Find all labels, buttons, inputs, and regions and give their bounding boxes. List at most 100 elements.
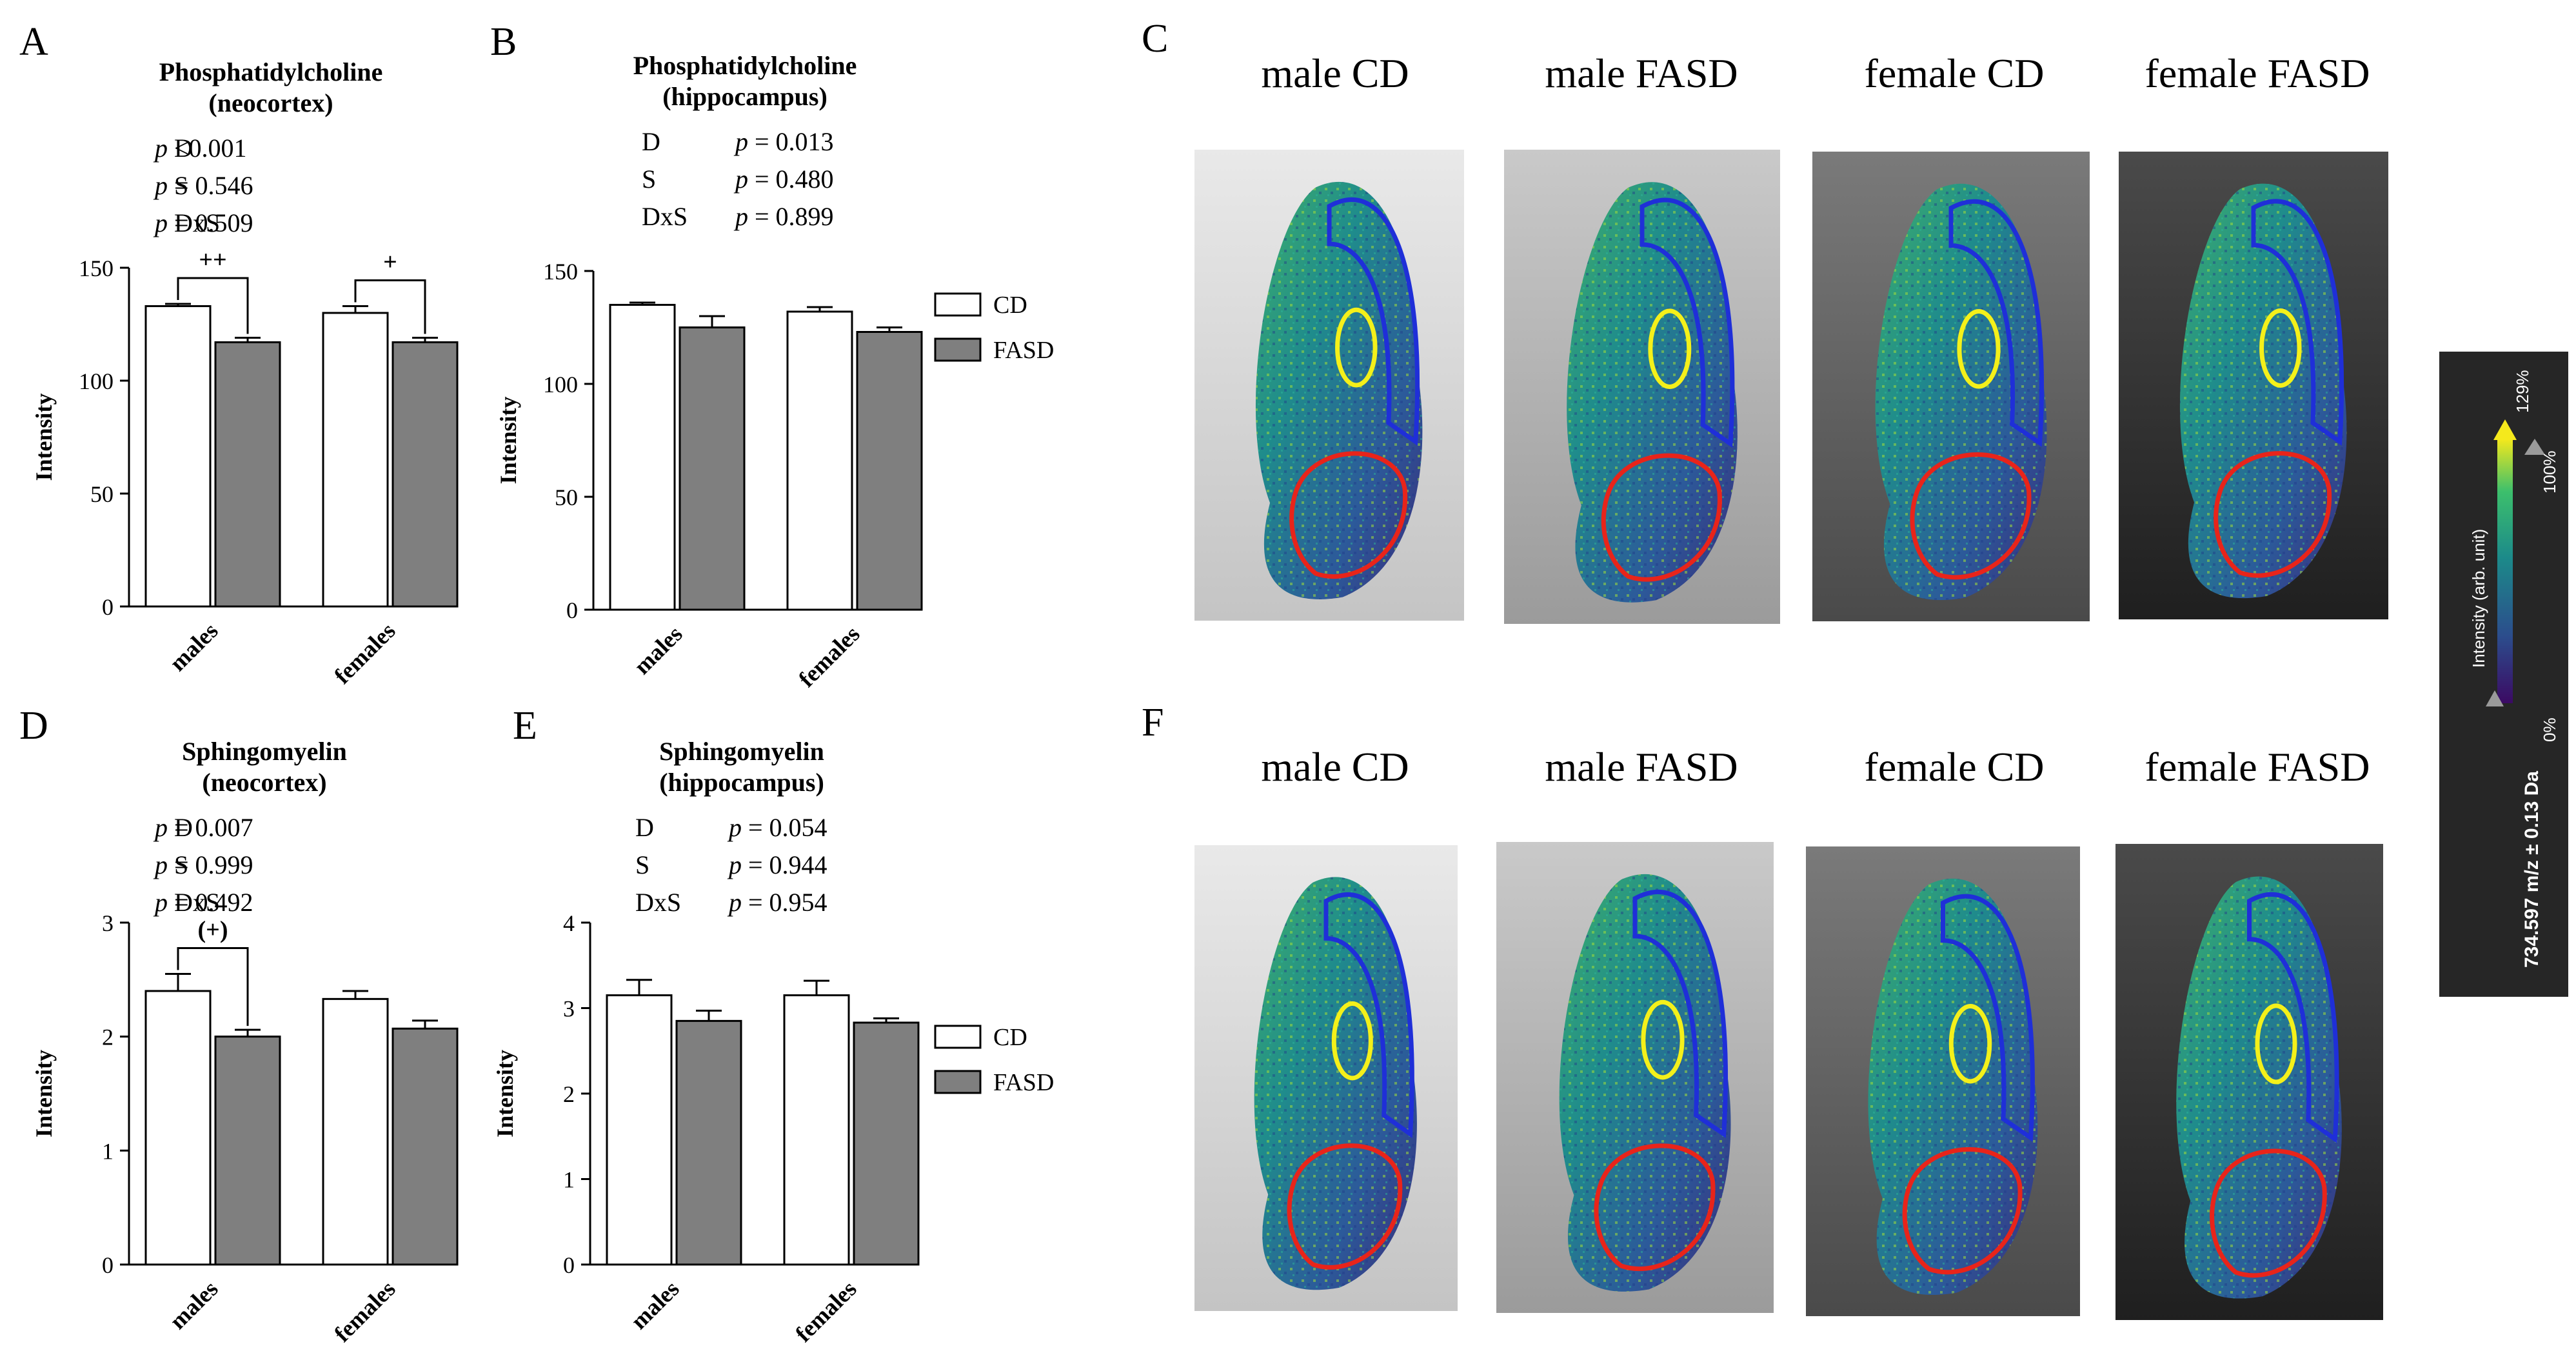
neocortex-outline [1632,890,1729,1138]
stat-p: p [733,165,748,194]
stat-value: = 0.509 [168,208,253,237]
neocortex-outline [1327,197,1420,446]
stat-label: S [174,850,188,879]
y-tick-label: 4 [563,910,575,936]
y-tick-label: 100 [79,368,114,394]
stat-label: D [174,813,193,842]
y-axis-label: Intensity [492,1050,518,1137]
stat-value: = 0.480 [748,165,834,194]
stat-p: p [153,208,168,237]
cerebellum-outline [1601,453,1722,582]
brain-section-texture [2179,183,2347,599]
image-title: female FASD [2145,50,2370,96]
y-tick-label: 1 [102,1138,114,1164]
x-tick-label: males [164,1276,223,1334]
stat-label: S [642,165,656,194]
panel-letter: B [490,20,517,64]
colorbar-lower-label: 0% [2540,717,2559,742]
colorbar-mass-label: 734.597 m/z ± 0.13 Da [2521,771,2542,968]
bar-fasd-males [679,326,746,611]
x-tick-label: males [626,1276,684,1334]
bar-fasd-males [675,1019,742,1266]
colorbar-axis-label: Intensity (arb. unit) [2469,529,2488,668]
bar-chart-panel-e: E Sphingomyelin(hippocampus)D p = 0.054 S p … [492,704,1054,1347]
image-title: male FASD [1545,50,1738,96]
neocortex-outline [1941,894,2035,1142]
brain-section-texture [1868,878,2038,1296]
chart-title: Phosphatidylcholine [633,51,857,80]
significance-bracket [354,279,426,334]
bar-charts: A Phosphatidylcholine (neocortex) Dp <0.001… [19,20,1054,1347]
brain-section-texture [1875,183,2047,601]
stat-p-value: p = 0.492 [153,888,253,917]
legend-swatch-fasd [934,1070,982,1094]
chart-subtitle: (hippocampus) [659,768,824,797]
y-tick-label: 100 [543,372,578,397]
y-tick-label: 0 [563,1252,575,1278]
y-tick-label: 50 [555,485,578,510]
colorbar: 129% 100% 0% Intensity (arb. unit) 734.597 m… [2439,352,2568,997]
cerebellum-outline [1289,451,1408,579]
stat-label: DxS [174,208,220,237]
stat-p-value: p = 0.480 [733,165,834,194]
bar-fasd-males [214,341,281,608]
panel-letter: D [19,704,48,748]
bar-fasd-females [853,1021,920,1266]
y-tick-label: 1 [563,1167,575,1193]
bar-cd-males [609,304,676,611]
stat-p-value: p = 0.509 [153,208,253,237]
y-tick-label: 0 [566,597,578,623]
bar-fasd-females [391,341,459,608]
legend-swatch-fasd [934,337,982,362]
panel-letter: A [19,20,48,64]
stat-p: p [153,813,168,842]
stat-p-value: p = 0.054 [727,813,827,842]
bar-chart-panel-b: B Phosphatidylcholine(hippocampus)D p = 0.… [490,20,1054,692]
neocortex-outline [2251,199,2344,446]
neocortex-outline [2247,892,2339,1144]
colorbar-gradient [2497,439,2513,703]
cerebellum-outline [1902,1147,2023,1275]
stat-p-value: p <0.001 [153,134,247,163]
stat-p-value: p = 0.954 [727,888,827,917]
stat-value: = 0.944 [742,850,827,879]
y-axis-label: Intensity [495,396,521,484]
stat-p: p [153,134,168,163]
hippocampus-outline [1331,1001,1373,1081]
stat-p: p [153,850,168,879]
bar-chart-panel-a: A Phosphatidylcholine(neocortex) Dp <0.001… [19,20,459,689]
hippocampus-outline [2259,308,2302,388]
colorbar-upper-marker-icon [2524,439,2545,455]
y-tick-label: 2 [102,1025,114,1050]
bar-cd-males [606,994,673,1266]
stat-label: DxS [174,888,220,917]
cerebellum-outline [1910,452,2032,580]
brain-section-texture [1255,181,1423,599]
chart-subtitle: (neocortex) [208,88,333,117]
significance-bracket [177,277,249,334]
stat-value: = 0.899 [748,202,834,231]
stat-value: = 0.954 [742,888,827,917]
brain-section-texture [1254,877,1417,1290]
stat-p: p [727,850,742,879]
neocortex-outline [1948,199,2045,447]
stat-p: p [733,127,748,156]
y-axis-label: Intensity [31,393,57,481]
hippocampus-outline [1957,309,2001,389]
stat-p: p [153,888,168,917]
x-tick-label: males [164,617,223,675]
neocortex-outline [1323,892,1414,1139]
y-tick-label: 150 [543,259,578,285]
stat-p-value: p = 0.999 [153,850,253,879]
bar-cd-females [783,994,850,1266]
hippocampus-outline [1335,307,1378,388]
stat-p-value: p = 0.546 [153,171,253,200]
bar-cd-females [322,997,389,1266]
significance-label: + [383,249,397,276]
colorbar-lower-marker-icon [2486,690,2504,706]
bar-cd-males [144,990,212,1266]
hippocampus-outline [1641,999,1685,1080]
